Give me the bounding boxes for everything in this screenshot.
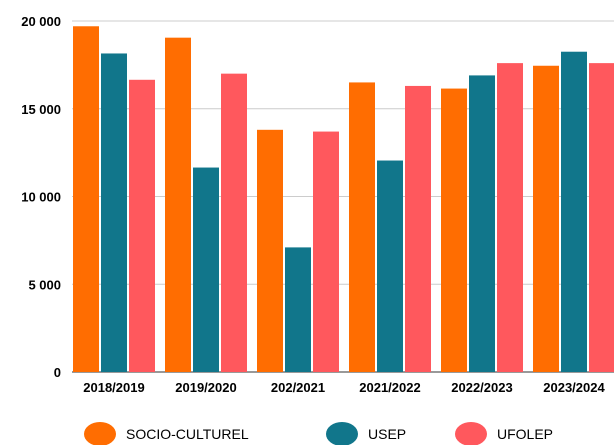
y-tick-label: 0 xyxy=(54,365,61,380)
y-tick-label: 5 000 xyxy=(28,277,61,292)
legend-label: SOCIO-CULTUREL xyxy=(126,426,249,442)
x-tick-label: 202/2021 xyxy=(271,380,325,395)
bar-usep-2022-2023 xyxy=(469,75,495,372)
legend-swatch xyxy=(326,422,358,445)
bar-ufolep-202-2021 xyxy=(313,131,339,372)
bar-ufolep-2021-2022 xyxy=(405,85,431,372)
bar-usep-2021-2022 xyxy=(377,160,403,372)
legend: SOCIO-CULTUREL USEP UFOLEP xyxy=(84,422,553,445)
legend-item-usep: USEP xyxy=(326,422,406,445)
x-tick-label: 2022/2023 xyxy=(451,380,512,395)
x-axis-ticks: 2018/2019 2019/2020 202/2021 2021/2022 2022/… xyxy=(83,380,605,395)
legend-item-ufolep: UFOLEP xyxy=(455,422,553,445)
bar-usep-2023-2024 xyxy=(561,51,587,373)
bar-socio-culturel-202-2021 xyxy=(257,129,283,372)
bar-socio-culturel-2018-2019 xyxy=(73,26,99,372)
bars xyxy=(73,26,614,373)
y-tick-label: 15 000 xyxy=(21,102,61,117)
bar-socio-culturel-2023-2024 xyxy=(533,65,559,372)
bar-socio-culturel-2021-2022 xyxy=(349,82,375,373)
bar-ufolep-2023-2024 xyxy=(589,63,614,373)
legend-swatch xyxy=(84,422,116,445)
x-tick-label: 2021/2022 xyxy=(359,380,420,395)
y-axis-ticks: 0 5 000 10 000 15 000 20 000 xyxy=(21,14,61,380)
legend-swatch xyxy=(455,422,487,445)
bar-socio-culturel-2019-2020 xyxy=(165,37,191,373)
gridlines xyxy=(72,20,614,373)
x-tick-label: 2019/2020 xyxy=(175,380,236,395)
bar-ufolep-2022-2023 xyxy=(497,63,523,373)
bar-socio-culturel-2022-2023 xyxy=(441,88,467,372)
bar-usep-202-2021 xyxy=(285,247,311,372)
x-tick-label: 2018/2019 xyxy=(83,380,144,395)
bar-ufolep-2019-2020 xyxy=(221,73,247,373)
x-tick-label: 2023/2024 xyxy=(543,380,605,395)
y-tick-label: 20 000 xyxy=(21,14,61,29)
bar-ufolep-2018-2019 xyxy=(129,79,155,372)
legend-label: UFOLEP xyxy=(497,426,553,442)
legend-label: USEP xyxy=(368,426,406,442)
bar-usep-2019-2020 xyxy=(193,167,219,372)
y-tick-label: 10 000 xyxy=(21,190,61,205)
bar-usep-2018-2019 xyxy=(101,53,127,372)
legend-item-socio-culturel: SOCIO-CULTUREL xyxy=(84,422,249,445)
